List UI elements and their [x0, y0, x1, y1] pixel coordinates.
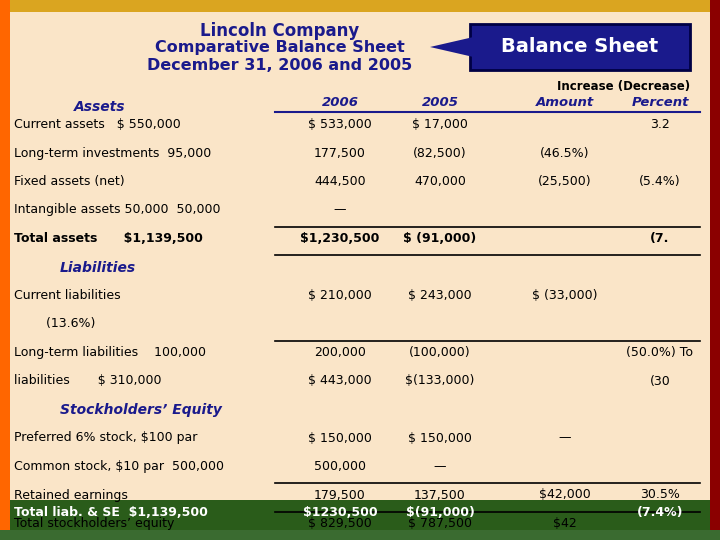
Bar: [10, 500, 710, 530]
Text: Total stockholders’ equity: Total stockholders’ equity: [14, 517, 174, 530]
Bar: [0, 0, 720, 12]
Text: (7.4%): (7.4%): [636, 506, 683, 519]
Text: Increase (Decrease): Increase (Decrease): [557, 80, 690, 93]
Text: $(91,000): $(91,000): [405, 506, 474, 519]
Text: 179,500: 179,500: [314, 489, 366, 502]
Bar: [470, 24, 690, 70]
Text: 2005: 2005: [421, 96, 459, 109]
Text: $ 443,000: $ 443,000: [308, 375, 372, 388]
Text: $ 210,000: $ 210,000: [308, 289, 372, 302]
Text: Balance Sheet: Balance Sheet: [501, 37, 659, 57]
Text: December 31, 2006 and 2005: December 31, 2006 and 2005: [148, 58, 413, 73]
Text: Lincoln Company: Lincoln Company: [200, 22, 359, 40]
Text: Fixed assets (net): Fixed assets (net): [14, 175, 125, 188]
Text: Percent: Percent: [631, 96, 689, 109]
Text: (50.0%) To: (50.0%) To: [626, 346, 693, 359]
Polygon shape: [430, 37, 474, 57]
Text: liabilities       $ 310,000: liabilities $ 310,000: [14, 375, 161, 388]
Text: Comparative Balance Sheet: Comparative Balance Sheet: [155, 40, 405, 55]
Text: $ 150,000: $ 150,000: [308, 431, 372, 444]
Text: —: —: [334, 204, 346, 217]
Bar: [0, 0, 10, 540]
Text: $ (91,000): $ (91,000): [403, 232, 477, 245]
Text: $ 17,000: $ 17,000: [412, 118, 468, 131]
Text: 444,500: 444,500: [314, 175, 366, 188]
Text: (100,000): (100,000): [409, 346, 471, 359]
Text: Total liab. & SE  $1,139,500: Total liab. & SE $1,139,500: [14, 506, 208, 519]
Text: 137,500: 137,500: [414, 489, 466, 502]
Text: 30.5%: 30.5%: [640, 489, 680, 502]
Text: 470,000: 470,000: [414, 175, 466, 188]
Text: (30: (30: [649, 375, 670, 388]
Text: $ 533,000: $ 533,000: [308, 118, 372, 131]
Text: (7.: (7.: [650, 232, 670, 245]
Text: $ 243,000: $ 243,000: [408, 289, 472, 302]
Text: Long-term investments  95,000: Long-term investments 95,000: [14, 146, 211, 159]
Text: $42: $42: [553, 517, 577, 530]
Text: (46.5%): (46.5%): [540, 146, 590, 159]
Text: (82,500): (82,500): [413, 146, 467, 159]
Text: $42,000: $42,000: [539, 489, 591, 502]
Bar: [710, 0, 720, 540]
Text: Total assets      $1,139,500: Total assets $1,139,500: [14, 232, 203, 245]
Text: $ 829,500: $ 829,500: [308, 517, 372, 530]
Text: (5.4%): (5.4%): [639, 175, 681, 188]
Text: Common stock, $10 par  500,000: Common stock, $10 par 500,000: [14, 460, 224, 473]
Text: (25,500): (25,500): [538, 175, 592, 188]
Text: $1230,500: $1230,500: [302, 506, 377, 519]
Text: Current liabilities: Current liabilities: [14, 289, 121, 302]
Text: (13.6%): (13.6%): [14, 318, 95, 330]
Text: Liabilities: Liabilities: [60, 260, 136, 274]
Text: Retained earnings: Retained earnings: [14, 489, 128, 502]
Text: Current assets   $ 550,000: Current assets $ 550,000: [14, 118, 181, 131]
Text: Assets: Assets: [74, 100, 126, 114]
Text: Amount: Amount: [536, 96, 594, 109]
Text: $ 787,500: $ 787,500: [408, 517, 472, 530]
Text: Intangible assets 50,000  50,000: Intangible assets 50,000 50,000: [14, 204, 220, 217]
Text: —: —: [433, 460, 446, 473]
Text: $1,230,500: $1,230,500: [300, 232, 379, 245]
Text: —: —: [559, 431, 571, 444]
Text: 177,500: 177,500: [314, 146, 366, 159]
Text: 3.2: 3.2: [650, 118, 670, 131]
Text: $ 150,000: $ 150,000: [408, 431, 472, 444]
Text: 200,000: 200,000: [314, 346, 366, 359]
Text: Preferred 6% stock, $100 par: Preferred 6% stock, $100 par: [14, 431, 197, 444]
Text: Stockholders’ Equity: Stockholders’ Equity: [60, 403, 222, 417]
Text: 2006: 2006: [322, 96, 359, 109]
Text: $(133,000): $(133,000): [405, 375, 474, 388]
Text: $ (33,000): $ (33,000): [532, 289, 598, 302]
Bar: [0, 530, 720, 540]
Text: Long-term liabilities    100,000: Long-term liabilities 100,000: [14, 346, 206, 359]
Text: 500,000: 500,000: [314, 460, 366, 473]
